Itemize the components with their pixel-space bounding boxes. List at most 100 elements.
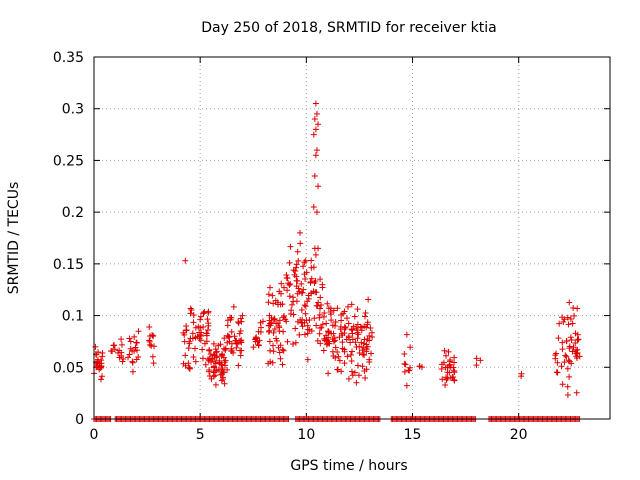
data-point	[354, 321, 361, 328]
x-axis-label: GPS time / hours	[290, 458, 407, 474]
data-point	[235, 320, 242, 327]
data-point	[234, 341, 241, 348]
data-point	[561, 316, 568, 323]
data-point	[451, 367, 458, 374]
data-point	[294, 248, 301, 255]
data-point	[341, 346, 348, 353]
data-point	[347, 339, 354, 346]
data-point	[559, 339, 566, 346]
data-point	[132, 344, 139, 351]
data-point	[118, 336, 125, 343]
data-point	[267, 320, 274, 327]
data-point	[269, 359, 276, 366]
data-point	[185, 360, 192, 367]
data-point	[270, 300, 277, 307]
data-point	[210, 340, 217, 347]
data-point	[185, 345, 192, 352]
data-point	[473, 362, 480, 369]
data-point	[315, 183, 322, 190]
tick-labels: 0 5 10 15 20 0 0.05 0.1 0.15 0.2 0.25 0.3 0.35	[53, 50, 528, 443]
data-point	[335, 353, 342, 360]
data-point	[274, 301, 281, 308]
data-point	[445, 348, 452, 355]
data-point	[340, 310, 347, 317]
data-point	[451, 377, 458, 384]
data-point	[219, 352, 226, 359]
data-point	[206, 346, 213, 353]
data-point	[306, 326, 313, 333]
data-point	[252, 336, 259, 343]
data-point	[567, 316, 574, 323]
data-point	[566, 373, 573, 380]
data-point	[118, 341, 125, 348]
data-point	[222, 345, 229, 352]
data-point	[205, 357, 212, 364]
data-point	[96, 366, 103, 373]
data-point	[190, 319, 197, 326]
data-point	[237, 328, 244, 335]
data-point	[403, 382, 410, 389]
data-point	[354, 335, 361, 342]
data-point	[212, 372, 219, 379]
data-point	[308, 275, 315, 282]
data-point	[319, 321, 326, 328]
data-point	[287, 281, 294, 288]
data-point	[311, 116, 318, 123]
data-point	[198, 329, 205, 336]
data-point	[270, 316, 277, 323]
data-point	[343, 315, 350, 322]
data-point	[361, 367, 368, 374]
data-point	[226, 338, 233, 345]
data-point	[133, 339, 140, 346]
data-point	[442, 382, 449, 389]
data-point	[298, 307, 305, 314]
data-point	[282, 316, 289, 323]
y-tick-label: 0.3	[62, 102, 84, 118]
data-point	[302, 257, 309, 264]
data-point	[95, 349, 102, 356]
data-point	[108, 347, 115, 354]
data-point	[129, 368, 136, 375]
data-point	[349, 327, 356, 334]
data-point	[365, 296, 372, 303]
data-point	[97, 376, 104, 383]
data-point	[148, 342, 155, 349]
data-point	[351, 313, 358, 320]
data-point	[269, 342, 276, 349]
data-point	[353, 379, 360, 386]
data-point	[573, 389, 580, 396]
data-point	[559, 346, 566, 353]
data-point	[298, 280, 305, 287]
data-point	[518, 373, 525, 380]
data-point	[359, 363, 366, 370]
data-point	[416, 363, 423, 370]
data-point	[187, 335, 194, 342]
data-point	[212, 381, 219, 388]
data-point	[319, 284, 326, 291]
data-point	[364, 321, 371, 328]
data-point	[569, 348, 576, 355]
data-point	[336, 357, 343, 364]
data-point	[308, 264, 315, 271]
data-point	[325, 328, 332, 335]
data-point	[212, 360, 219, 367]
data-point	[315, 121, 322, 128]
data-point	[327, 311, 334, 318]
data-point	[181, 338, 188, 345]
data-point	[205, 309, 212, 316]
x-tick-label: 10	[297, 427, 315, 443]
grid-lines	[94, 57, 610, 419]
data-point	[222, 357, 229, 364]
data-point	[355, 372, 362, 379]
data-point	[574, 305, 581, 312]
data-point	[316, 305, 323, 312]
data-point	[304, 356, 311, 363]
data-point	[300, 263, 307, 270]
data-point	[332, 322, 339, 329]
data-point	[564, 365, 571, 372]
data-point	[180, 329, 187, 336]
data-point	[253, 335, 260, 342]
y-axis-label: SRMTID / TECUs	[6, 182, 22, 295]
x-tick-label: 15	[404, 427, 422, 443]
data-point	[265, 299, 272, 306]
